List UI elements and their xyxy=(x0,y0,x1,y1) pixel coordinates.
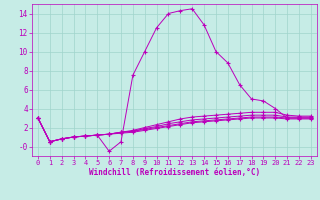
X-axis label: Windchill (Refroidissement éolien,°C): Windchill (Refroidissement éolien,°C) xyxy=(89,168,260,177)
